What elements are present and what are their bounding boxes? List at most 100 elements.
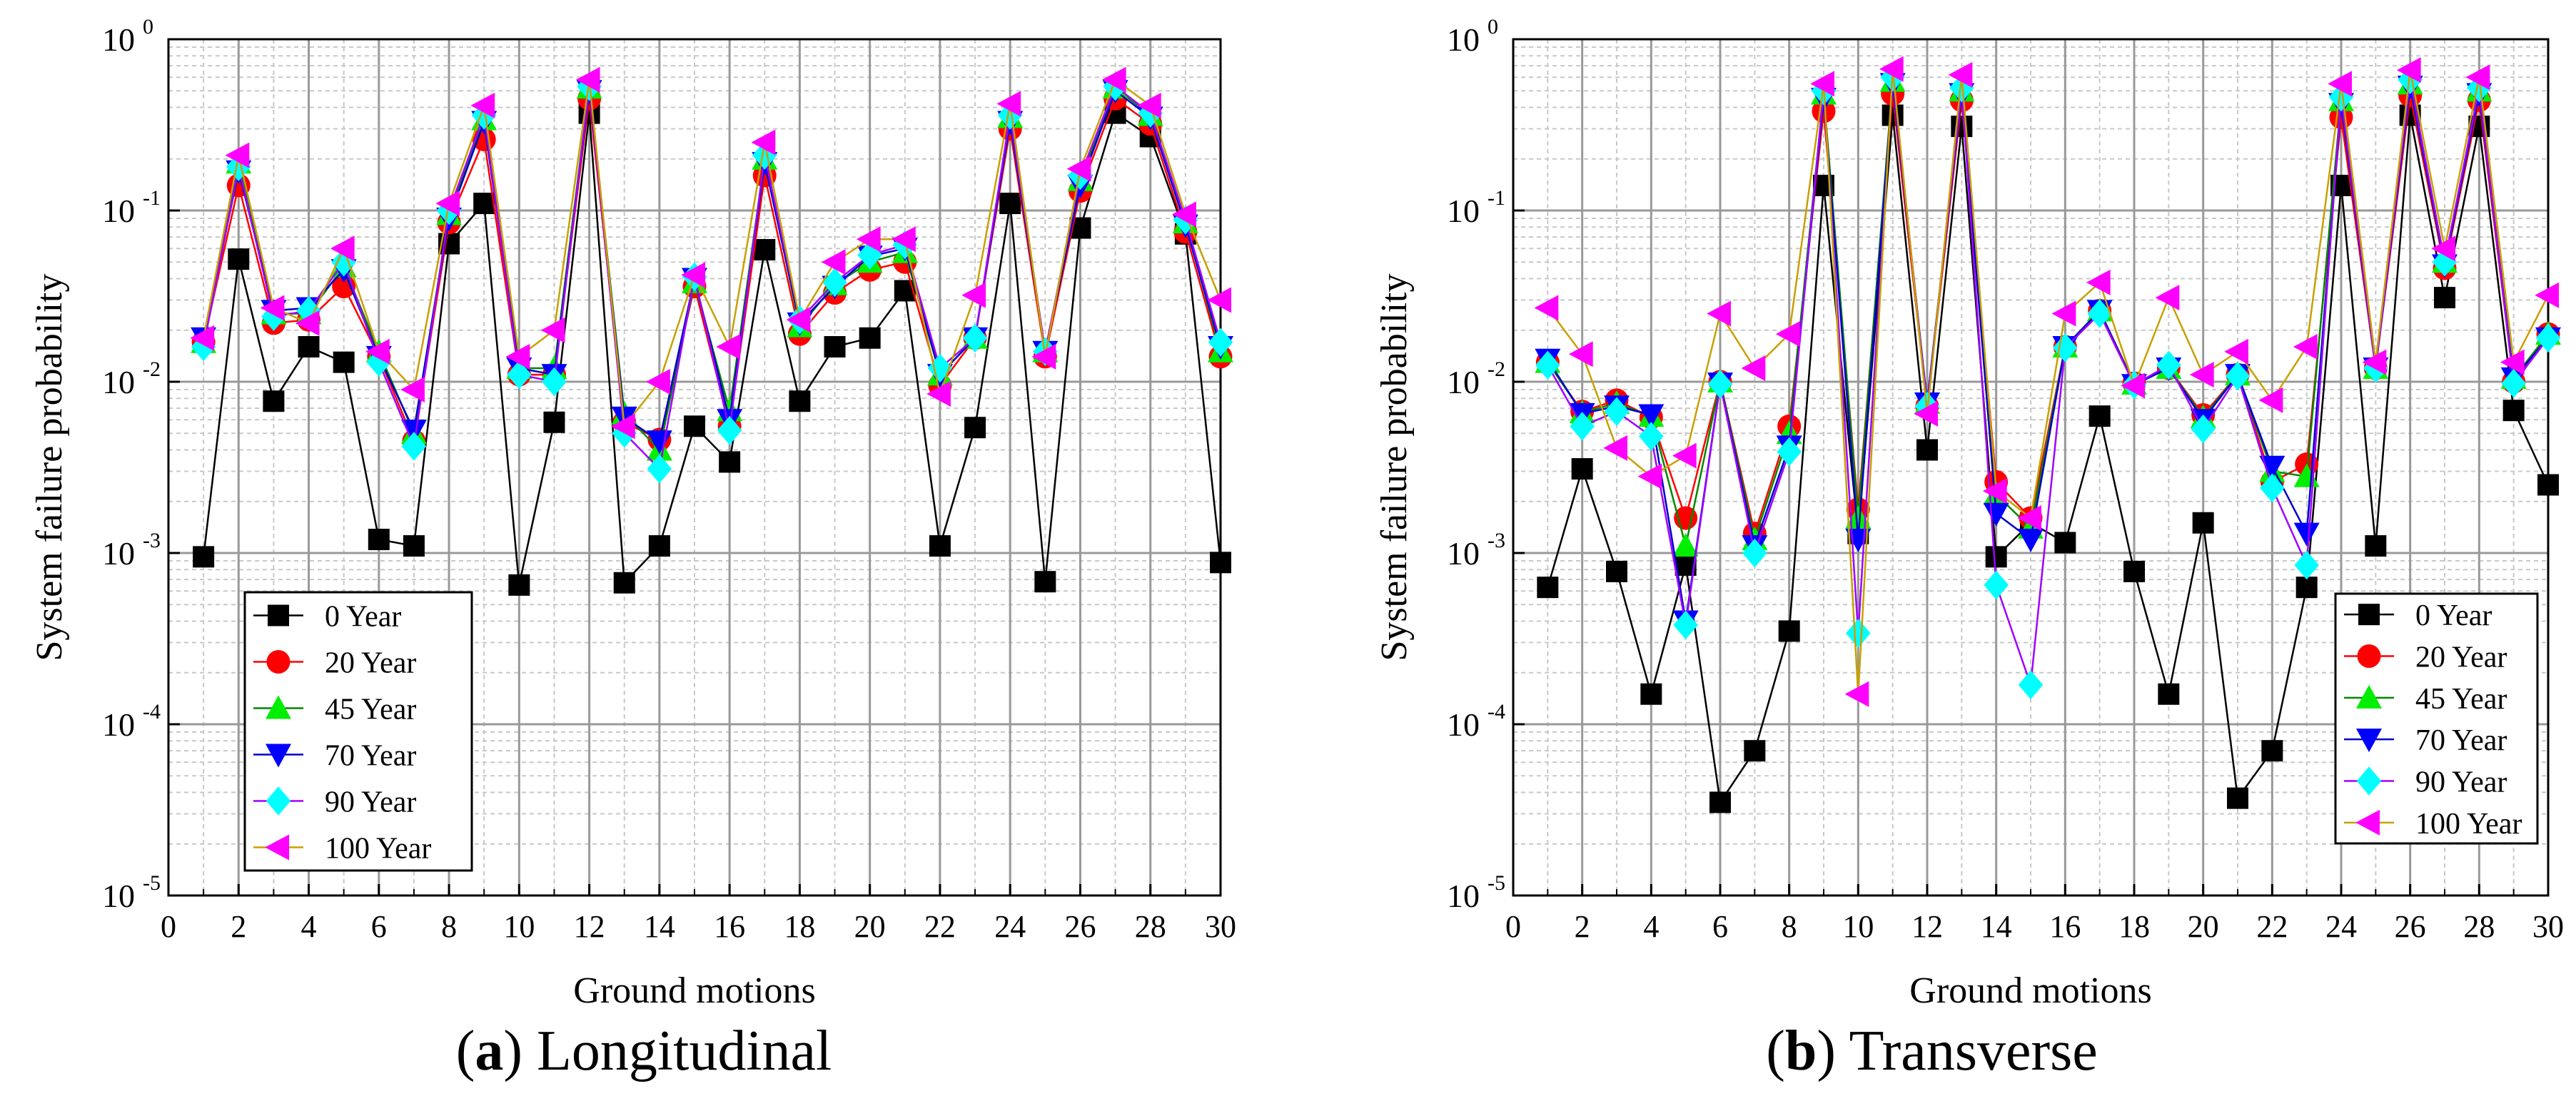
panel-a-series-0-year-point [1034,571,1056,593]
panel-a-legend-item-70-year: 70 Year [253,740,416,773]
panel-b-legend-item-70-year-label: 70 Year [2415,724,2507,757]
panel-b-series-100-year-point [1603,435,1627,461]
panel-a-y-tick-label: 10 [102,706,135,743]
panel-b-series-100-year-point [2155,285,2180,311]
panel-a-series-100-year-point [1101,66,1126,93]
panel-b-x-tick-label: 2 [1575,909,1590,944]
panel-b-series-100-year-point [1707,300,1731,327]
panel-a-series-70-year-point [400,420,427,444]
panel-b-y-tick-label: 10 [1447,193,1480,229]
panel-b-legend-item-70-year: 70 Year [2344,724,2507,757]
panel-b-y-tick-label: 10 [1447,364,1480,400]
panel-a-series-100-year-point [435,191,460,217]
panel-a-series-100-year-point [610,413,635,440]
panel-a-legend-item-45-year: 45 Year [253,694,416,726]
panel-b-series-90-year-point [2225,361,2251,391]
panel-a-x-tick-label: 22 [924,909,956,944]
panel-b-series-70-year-point [2259,455,2285,480]
panel-a-series-100-year-point [260,295,285,321]
panel-b-series-0-year-line [1547,115,2550,805]
panel-a-series-0-year-point [824,336,846,358]
panel-a-y-tick-label: 10 [102,21,135,58]
panel-a-series-100-year-point [190,325,215,351]
panel-b-legend: 0 Year 20 Year 45 Year 70 Year 90 Year 100 Ye… [2334,592,2539,845]
panel-a-series-100-year-point [400,376,425,402]
panel-b-series-0-year-point [2227,787,2248,809]
panel-b-series-0-year-point [2054,532,2076,554]
panel-a-x-tick-label: 6 [371,909,387,944]
panel-b-x-tick-label: 18 [2118,909,2150,944]
panel-a-series-100-year-point [575,66,600,93]
panel-a-series-100-year-point [996,91,1021,117]
panel-a-series-100-year-point [681,262,705,288]
panel-a-legend-item-90-year-marker [266,786,291,816]
panel-b-legend-item-90-year-marker [2356,766,2382,796]
panel-b-series-45-year-point [1672,533,1699,557]
panel-a-series-100-year-point [505,343,530,370]
panel-a-x-tick-label: 30 [1205,909,1236,944]
panel-b-series-0-year-point [2365,535,2387,557]
panel-a-series-100-year-point [786,307,811,333]
panel-a-x-tick-label: 28 [1135,909,1166,944]
panel-a-series-90-year-line [202,85,1222,471]
panel-b-legend-item-45-year-marker [2356,684,2382,709]
panel-b-series-0-year-point [1640,683,1662,705]
panel-a-x-tick-label: 0 [161,909,176,944]
panel-a-series-0-year-point [298,336,320,358]
panel-b-series-90-year-point [2535,323,2561,352]
panel-b-series-100-year-point [1810,71,1834,97]
panel-a-y-tick-exponent: 0 [143,15,153,39]
panel-a-series [190,66,1233,596]
panel-a-legend: 0 Year 20 Year 45 Year 70 Year 90 Year 100 Ye… [243,591,473,872]
panel-b-x-tick-label: 28 [2463,909,2495,944]
panel-b-series-100-year-point [2258,387,2283,413]
panel-b-legend-item-100-year-marker [2355,809,2380,836]
panel-b-caption: (b) Transverse [1766,1020,2098,1082]
panel-a-legend-item-100-year: 100 Year [253,833,431,866]
panel-b-series-90-year-point [1846,619,1871,648]
panel-b-series-0-year-point [2502,400,2525,422]
panel-b-series-100-year-point [1568,341,1593,367]
panel-a-series-0-year-point [403,535,425,557]
panel-b-legend-box [2334,592,2539,845]
panel-b-series-90-year-point [2294,550,2319,580]
panel-b-legend-item-90-year-label: 90 Year [2415,766,2507,799]
panel-b-series-100-year [1534,56,2559,707]
panel-a-series-100-year-point [1136,92,1161,118]
panel-b-series-90-year-point [1673,610,1698,640]
panel-b-series-70-year-point [1983,502,2009,527]
panel-b-series-100-year-point [2121,372,2145,399]
panel-b-x-tick-label: 4 [1643,909,1659,944]
panel-b-series-70-year-point [2018,528,2044,552]
panel-a-series-90-year-point [401,432,427,461]
panel-a-legend-item-20-year-label: 20 Year [325,647,416,680]
panel-b-y-tick-exponent: -3 [1487,529,1505,552]
panel-a-x-tick-label: 18 [784,909,815,944]
panel-a-series-0-year-line [202,111,1222,586]
panel-b-series-90-year-point [2087,299,2112,328]
panel-b-series-90-year-point [2260,473,2285,502]
panel-a-legend-item-100-year-marker [265,834,289,861]
panel-b-series-90-year-point [1984,570,2009,600]
panel-b-series-0-year-point [1744,740,1766,762]
panel-a-series-0-year-point [894,280,916,302]
panel-a-x-tick-label: 20 [854,909,886,944]
panel-a-legend-item-90-year-label: 90 Year [325,786,416,819]
panel-b-series-100-year-point [2051,300,2076,327]
panel-a-series-0-year-point [719,451,741,473]
panel-a-series-100-year-point [1172,201,1196,228]
panel-b-series-100-year-point [2189,362,2214,388]
panel-a-series-0-year-point [263,390,285,412]
panel-b-legend-item-0-year-label: 0 Year [2415,599,2492,632]
panel-a-series-0-year-point [333,351,355,373]
panel-a-series-100-year-point [225,142,250,168]
panel-b-series-0-year-point [2537,474,2559,496]
panel-b-series-100-year-point [2328,71,2352,97]
panel-b-x-tick-label: 8 [1782,909,1797,944]
panel-b-legend-item-100-year: 100 Year [2344,808,2522,841]
panel-b-series-70-year-point [2293,522,2320,547]
panel-b-y-tick-exponent: -2 [1487,357,1505,381]
panel-a-series-90-year-point [647,454,672,484]
panel-a-legend-item-70-year-label: 70 Year [325,740,416,773]
